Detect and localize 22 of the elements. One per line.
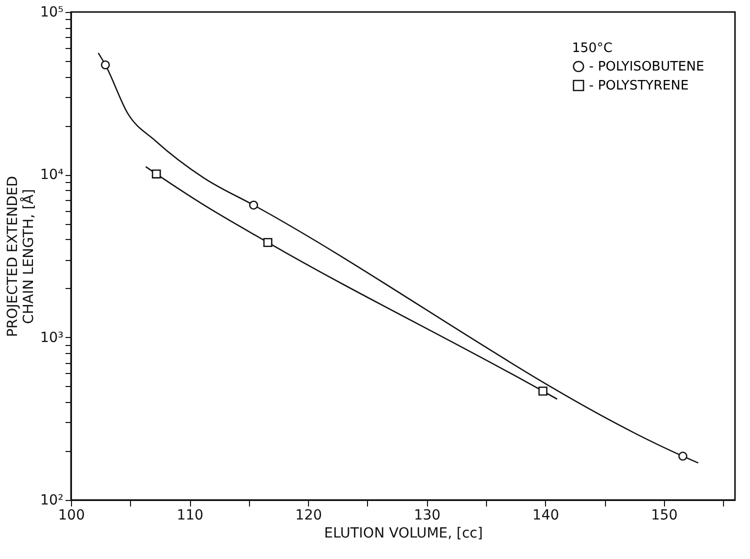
x-axis-title: ELUTION VOLUME, [cc] — [324, 526, 483, 542]
x-tick-label: 150 — [650, 508, 678, 524]
y-tick-label: 10⁴ — [40, 167, 64, 184]
legend-title: 150°C — [572, 41, 612, 56]
point — [263, 238, 272, 247]
y-tick-label: 10² — [40, 492, 64, 508]
legend-label: - POLYSTYRENE — [589, 78, 689, 94]
y-axis-title: PROJECTED EXTENDED CHAIN LENGTH, [Å] — [5, 176, 38, 338]
y-tick-label: 10⁵ — [40, 4, 64, 20]
point — [538, 386, 548, 396]
y-tick-label: 10³ — [40, 330, 64, 346]
point — [100, 60, 110, 70]
x-tick-label: 120 — [295, 508, 322, 524]
line-series — [145, 166, 558, 400]
x-tick-label: 140 — [532, 508, 560, 524]
x-tick-label: 130 — [414, 508, 441, 524]
point — [678, 452, 688, 461]
point — [249, 200, 258, 210]
x-tick-label: 110 — [176, 508, 204, 524]
point — [152, 169, 161, 178]
legend-label: - POLYISOBUTENE — [589, 60, 704, 74]
x-tick-label: 100 — [58, 508, 85, 524]
